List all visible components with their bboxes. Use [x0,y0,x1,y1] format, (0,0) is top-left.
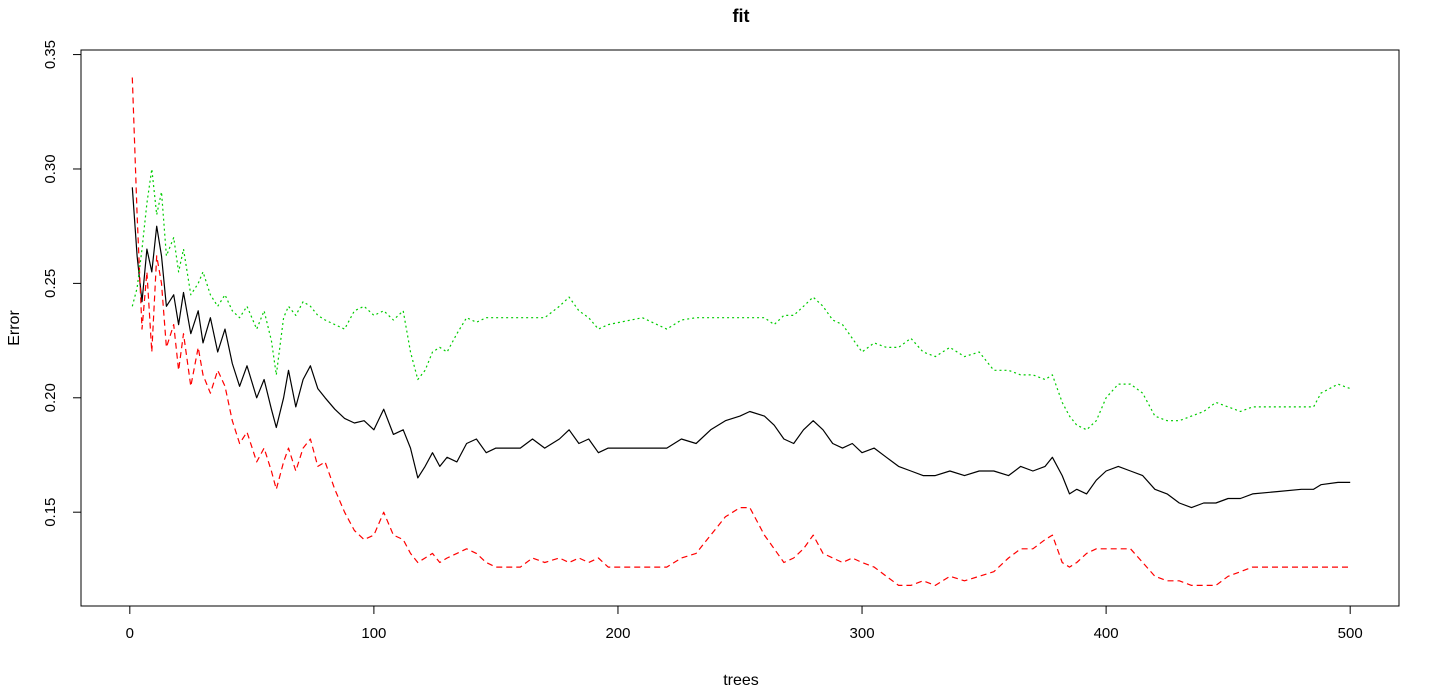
series-line-2 [131,77,1351,586]
x-tick-label: 200 [605,625,630,642]
series-line-1 [131,187,1351,509]
plot-frame [80,49,1400,607]
y-axis-title: Error [6,310,23,346]
y-tick-label: 0.35 [42,40,59,69]
y-tick-label: 0.30 [42,154,59,183]
y-tick-label: 0.20 [42,383,59,412]
x-axis-title: trees [723,672,759,689]
y-tick-label: 0.25 [42,269,59,298]
chart-title: fit [733,6,750,26]
x-tick-label: 300 [850,625,875,642]
x-axis: 0 100 200 300 400 500 [126,605,1363,642]
x-tick-label: 0 [126,625,134,642]
x-tick-label: 400 [1094,625,1119,642]
series-layer [131,77,1351,586]
x-tick-label: 500 [1338,625,1363,642]
series-line-3 [131,168,1351,431]
x-tick-label: 100 [361,625,386,642]
y-axis: 0.15 0.20 0.25 0.30 0.35 [42,40,82,527]
y-tick-label: 0.15 [42,498,59,527]
